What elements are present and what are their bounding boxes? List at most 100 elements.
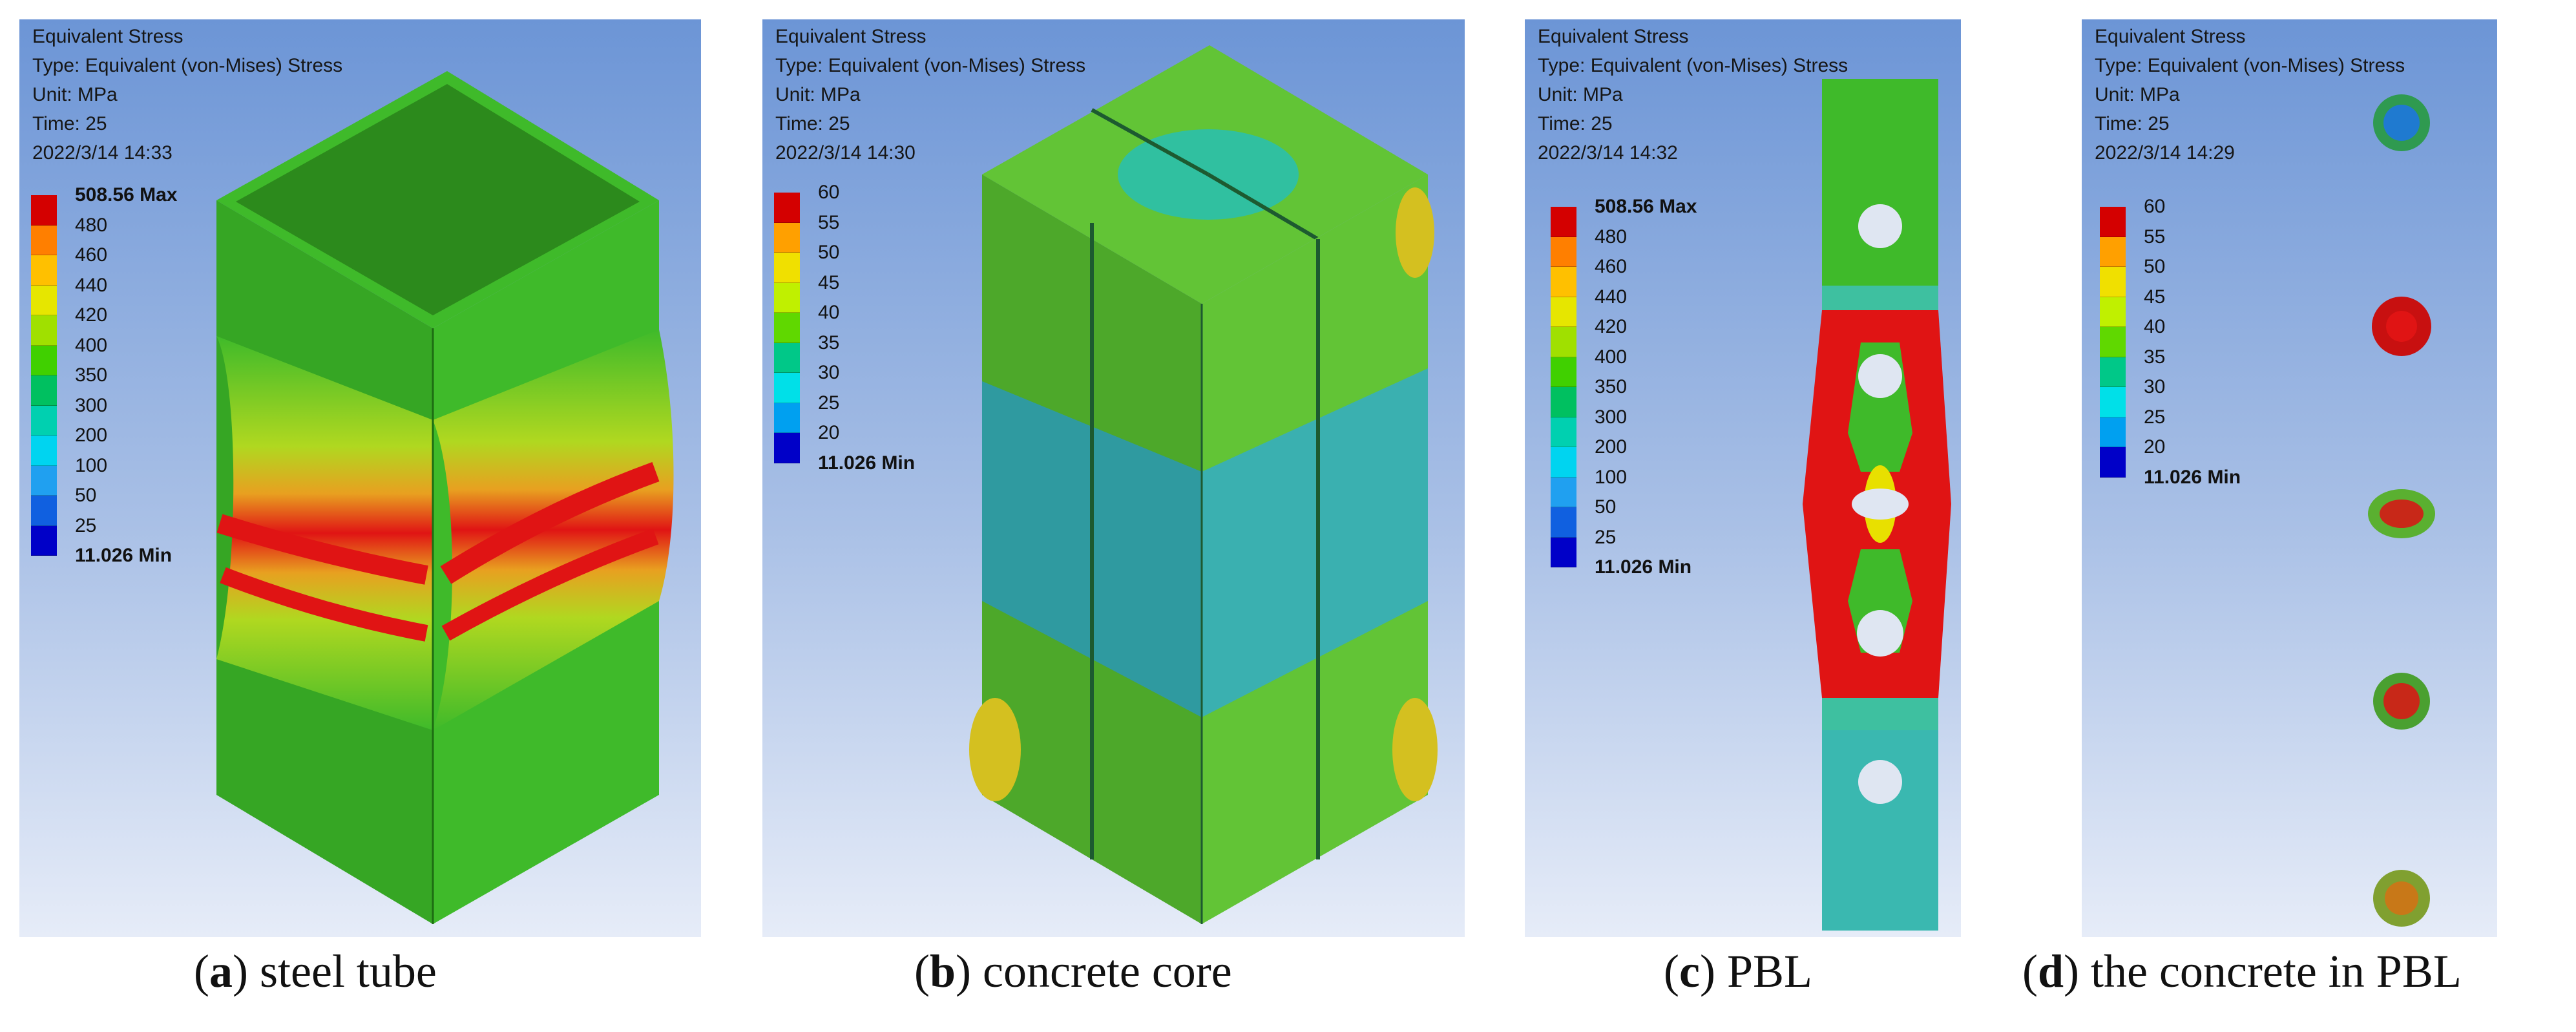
pbl-plate-model bbox=[1803, 79, 1951, 931]
legend-label: 55 bbox=[818, 211, 840, 233]
caption-text: steel tube bbox=[259, 945, 437, 997]
caption-letter: b bbox=[929, 945, 956, 997]
info-unit: Unit: MPa bbox=[1538, 84, 1623, 105]
legend-label: 420 bbox=[75, 304, 108, 326]
legend-label: 300 bbox=[1595, 406, 1628, 428]
caption-letter: a bbox=[209, 945, 233, 997]
legend-swatch bbox=[1551, 507, 1576, 538]
legend-label: 60 bbox=[2144, 196, 2166, 217]
legend-label: 11.026 Min bbox=[2144, 466, 2241, 488]
legend-swatch bbox=[31, 375, 57, 406]
legend-label: 45 bbox=[2144, 286, 2166, 308]
legend-swatch bbox=[1551, 417, 1576, 447]
legend-label: 50 bbox=[2144, 256, 2166, 277]
legend-swatch bbox=[1551, 447, 1576, 478]
legend-swatch bbox=[774, 193, 800, 223]
info-block: Equivalent Stress Type: Equivalent (von-… bbox=[32, 22, 342, 167]
legend-label: 350 bbox=[1595, 376, 1628, 397]
legend-label: 50 bbox=[1595, 496, 1617, 518]
info-unit: Unit: MPa bbox=[775, 84, 861, 105]
legend-swatch bbox=[31, 405, 57, 436]
legend-swatch bbox=[774, 282, 800, 313]
legend-swatch bbox=[774, 222, 800, 253]
legend-label: 350 bbox=[75, 364, 108, 386]
legend-swatch bbox=[2100, 237, 2126, 267]
legend-label: 100 bbox=[1595, 466, 1628, 488]
legend-color-bar bbox=[31, 195, 57, 556]
info-title: Equivalent Stress bbox=[1538, 26, 1689, 47]
legend-swatch bbox=[774, 313, 800, 343]
info-date: 2022/3/14 14:30 bbox=[775, 142, 916, 163]
legend-label: 508.56 Max bbox=[75, 184, 178, 205]
legend-swatch bbox=[1551, 537, 1576, 567]
legend-label: 60 bbox=[818, 182, 840, 203]
legend-swatch bbox=[31, 525, 57, 556]
caption-d: (d) the concrete in PBL bbox=[2022, 945, 2462, 997]
legend-label: 50 bbox=[75, 485, 97, 506]
legend-swatch bbox=[2100, 357, 2126, 387]
legend-label: 30 bbox=[2144, 376, 2166, 397]
legend-swatch bbox=[2100, 417, 2126, 447]
legend-swatch bbox=[1551, 237, 1576, 267]
info-type: Type: Equivalent (von-Mises) Stress bbox=[775, 55, 1086, 76]
legend-label: 300 bbox=[75, 394, 108, 416]
info-date: 2022/3/14 14:29 bbox=[2095, 142, 2235, 163]
legend-label: 25 bbox=[1595, 526, 1617, 548]
legend-swatch bbox=[774, 433, 800, 463]
concrete-dowels-model bbox=[2368, 94, 2435, 927]
legend-label: 20 bbox=[818, 422, 840, 443]
legend-label: 400 bbox=[75, 334, 108, 356]
legend-label: 11.026 Min bbox=[818, 452, 916, 474]
legend-swatch bbox=[31, 195, 57, 226]
caption-letter: d bbox=[2037, 945, 2064, 997]
legend-swatch bbox=[1551, 267, 1576, 297]
legend-swatch bbox=[31, 315, 57, 346]
legend-label: 45 bbox=[818, 271, 840, 293]
info-unit: Unit: MPa bbox=[2095, 84, 2180, 105]
legend-label: 25 bbox=[818, 392, 840, 414]
legend-swatch bbox=[1551, 327, 1576, 357]
legend-swatch bbox=[774, 373, 800, 403]
legend-label: 440 bbox=[75, 274, 108, 296]
legend-label: 20 bbox=[2144, 436, 2166, 458]
legend-label: 25 bbox=[2144, 406, 2166, 428]
legend-label: 480 bbox=[1595, 226, 1628, 247]
legend-swatch bbox=[31, 225, 57, 255]
caption-text: concrete core bbox=[983, 945, 1232, 997]
legend-label: 460 bbox=[75, 244, 108, 266]
legend-label: 100 bbox=[75, 454, 108, 476]
legend-label: 35 bbox=[818, 332, 840, 353]
steel-tube-model bbox=[216, 71, 674, 924]
caption-text: PBL bbox=[1726, 945, 1812, 997]
legend-color-bar bbox=[774, 193, 800, 463]
info-block: Equivalent Stress Type: Equivalent (von-… bbox=[1538, 22, 1848, 167]
info-title: Equivalent Stress bbox=[32, 26, 183, 47]
info-title: Equivalent Stress bbox=[775, 26, 927, 47]
legend-swatch bbox=[31, 255, 57, 286]
legend-color-bar bbox=[1551, 207, 1576, 567]
caption-letter: c bbox=[1679, 945, 1700, 997]
caption-b: (b) concrete core bbox=[914, 945, 1232, 997]
concrete-core-model bbox=[969, 45, 1438, 924]
info-block: Equivalent Stress Type: Equivalent (von-… bbox=[2095, 22, 2405, 167]
panel-pbl: Equivalent Stress Type: Equivalent (von-… bbox=[1525, 19, 1961, 937]
legend-label: 460 bbox=[1595, 256, 1628, 277]
legend-swatch bbox=[2100, 387, 2126, 417]
legend-label: 508.56 Max bbox=[1595, 196, 1697, 217]
legend-swatch bbox=[1551, 297, 1576, 327]
legend-label: 420 bbox=[1595, 316, 1628, 337]
legend-swatch bbox=[2100, 267, 2126, 297]
legend-label: 480 bbox=[75, 214, 108, 236]
legend-swatch bbox=[31, 436, 57, 466]
info-block: Equivalent Stress Type: Equivalent (von-… bbox=[775, 22, 1085, 167]
info-time: Time: 25 bbox=[1538, 113, 1613, 134]
legend-label: 40 bbox=[2144, 316, 2166, 337]
info-date: 2022/3/14 14:33 bbox=[32, 142, 173, 163]
legend-label: 200 bbox=[1595, 436, 1628, 458]
legend-label: 40 bbox=[818, 302, 840, 323]
legend-label: 11.026 Min bbox=[75, 545, 173, 566]
legend-label: 50 bbox=[818, 242, 840, 263]
legend-label: 25 bbox=[75, 514, 97, 536]
info-time: Time: 25 bbox=[2095, 113, 2170, 134]
legend-swatch bbox=[2100, 207, 2126, 237]
